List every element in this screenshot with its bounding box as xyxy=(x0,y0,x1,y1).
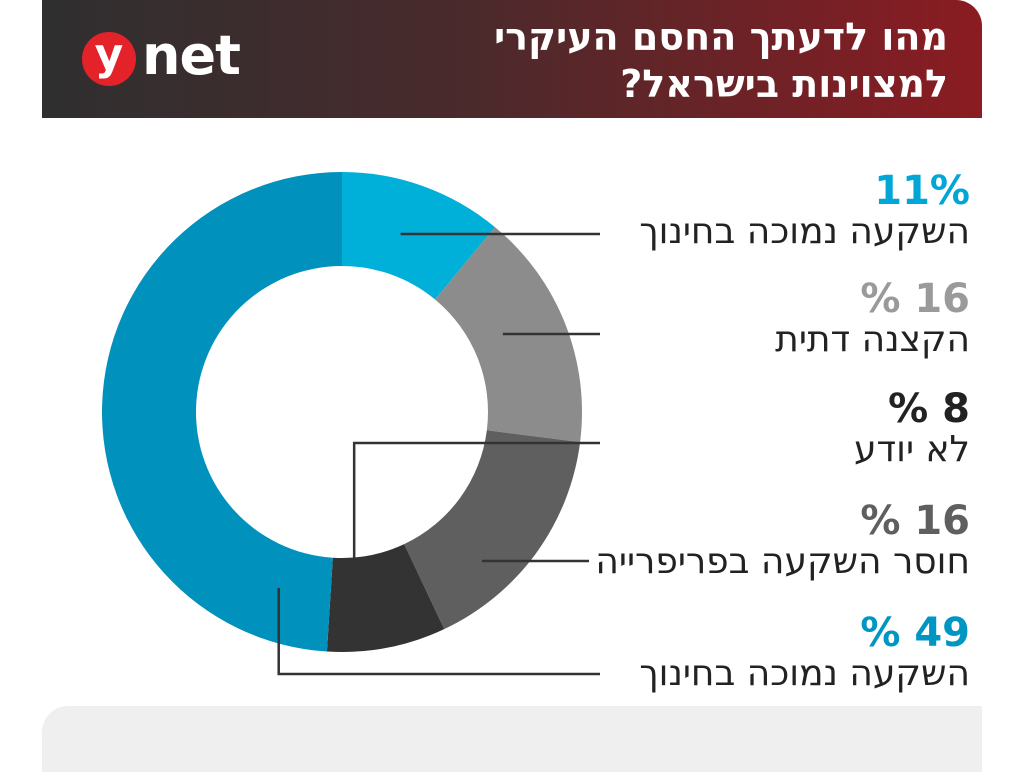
legend-row-0: 11% השקעה נמוכה בחינוך xyxy=(633,170,970,252)
footer-bar xyxy=(42,706,982,772)
donut-slice-3 xyxy=(326,544,445,652)
leader-line-4 xyxy=(277,588,600,676)
donut-slice-0 xyxy=(342,172,495,300)
data-label-value-1: 16 % xyxy=(860,276,970,322)
data-label-value-0: 11% xyxy=(874,168,970,214)
data-label-category-2: חוסר השקעה בפריפרייה xyxy=(589,542,970,582)
header-banner: y net מהו לדעתך החסם העיקרי למצוינות ביש… xyxy=(42,0,982,118)
leader-line-3 xyxy=(352,441,600,562)
title-line-2: למצוינות בישראל? xyxy=(620,62,948,106)
legend-row-3: 8 % לא יודע xyxy=(847,386,970,470)
donut-slice-2 xyxy=(404,430,581,630)
chart-title: מהו לדעתך החסם העיקרי למצוינות בישראל? xyxy=(328,14,948,108)
legend-row-4: 49 % השקעה נמוכה בחינוך xyxy=(633,612,970,694)
title-line-1: מהו לדעתך החסם העיקרי xyxy=(493,15,948,59)
data-label-value-3: 8 % xyxy=(888,386,970,432)
logo-y-circle: y xyxy=(82,32,136,86)
data-label-category-3: לא יודע xyxy=(847,430,970,470)
data-label-category-0: השקעה נמוכה בחינוך xyxy=(633,212,970,252)
data-label-value-4: 49 % xyxy=(860,610,970,656)
legend-row-1: 16 % הקצנה דתית xyxy=(769,278,970,360)
data-label-category-4: השקעה נמוכה בחינוך xyxy=(633,654,970,694)
data-label-value-2: 16 % xyxy=(860,498,970,544)
logo-net-text: net xyxy=(142,24,241,87)
donut-slice-4 xyxy=(101,172,343,652)
data-label-category-1: הקצנה דתית xyxy=(769,320,970,360)
legend-row-2: 16 % חוסר השקעה בפריפרייה xyxy=(589,500,970,582)
